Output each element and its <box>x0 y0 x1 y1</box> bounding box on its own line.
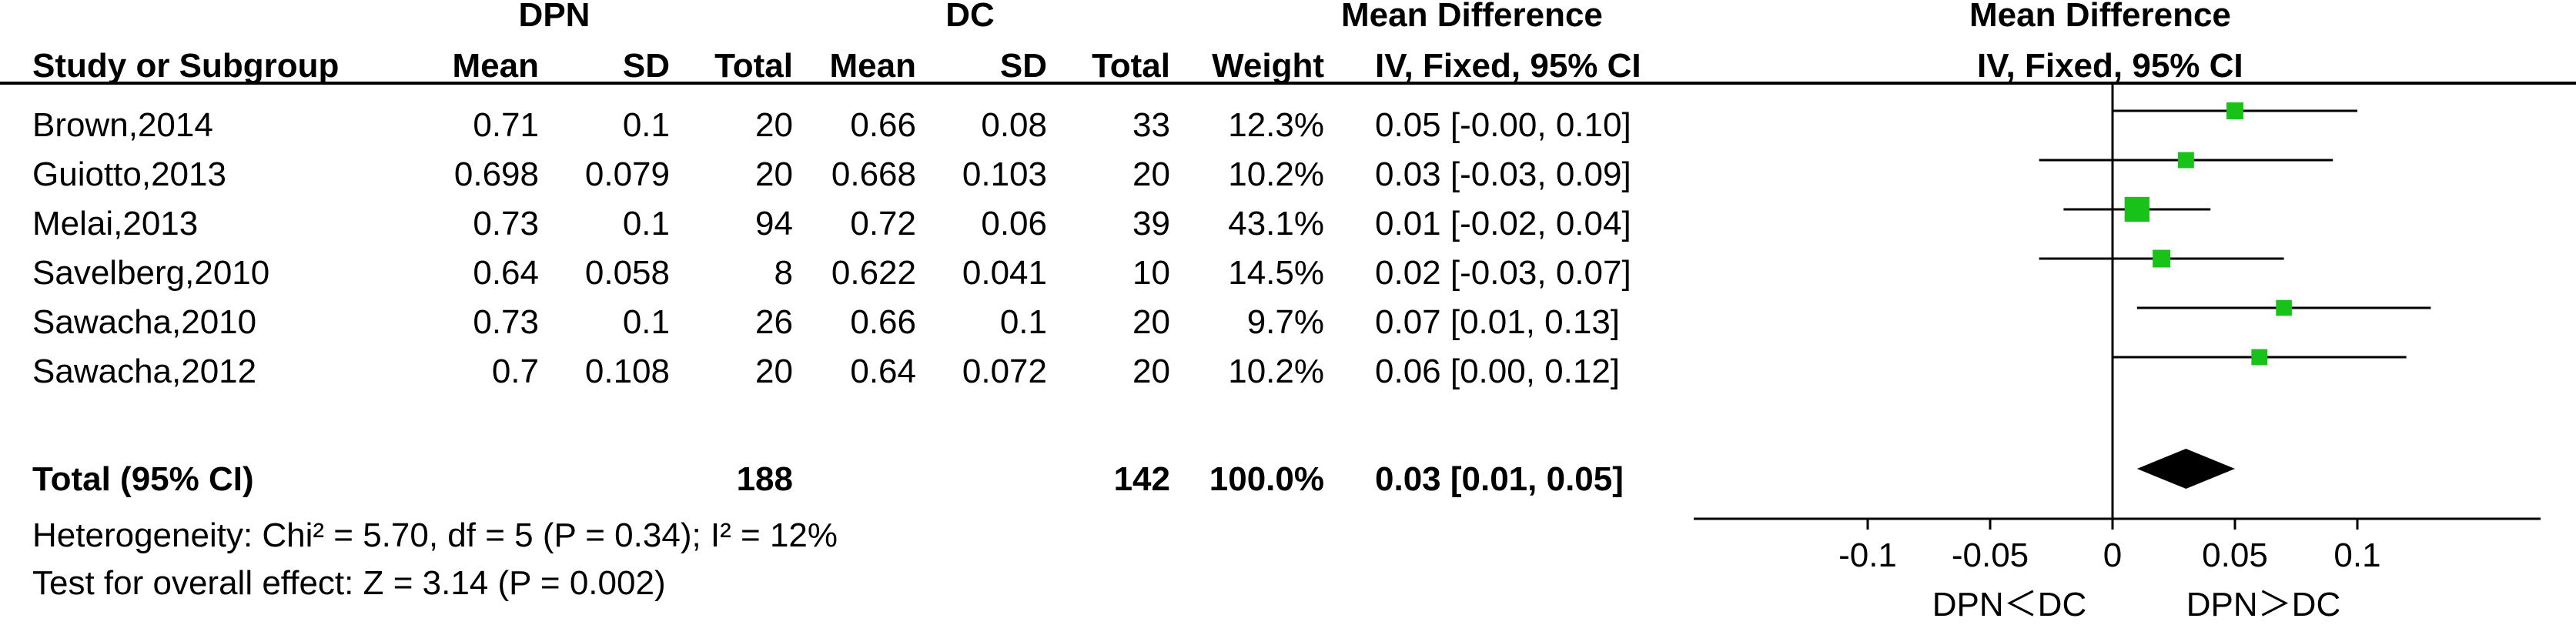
effect-square <box>2276 299 2292 316</box>
dpn-mean: 0.7 <box>491 353 539 390</box>
plot-method: IV, Fixed, 95% CI <box>1977 47 2243 85</box>
dpn-total: 20 <box>755 353 793 390</box>
dc-mean: 0.64 <box>850 353 916 390</box>
x-tick-label: 0 <box>2103 536 2122 574</box>
dc-total: 20 <box>1132 303 1170 341</box>
dc-sd: 0.103 <box>962 155 1047 193</box>
axis-right-label: DPN＞DC <box>2186 586 2341 623</box>
dc-mean: 0.72 <box>850 205 916 242</box>
dc-sd: 0.06 <box>981 205 1047 242</box>
effect-square <box>2153 249 2171 268</box>
col-dpn-mean: Mean <box>452 47 539 85</box>
pooled-diamond <box>2136 449 2235 489</box>
col-weight: Weight <box>1212 47 1324 85</box>
total-weight: 100.0% <box>1209 460 1324 498</box>
dc-mean: 0.66 <box>850 106 916 144</box>
study-name: Sawacha,2010 <box>32 303 257 341</box>
effect-square <box>2226 102 2243 119</box>
effect-square <box>2124 196 2149 222</box>
total-dpn: 188 <box>736 460 793 498</box>
study-name: Savelberg,2010 <box>32 254 270 292</box>
plot-title: Mean Difference <box>1969 0 2231 34</box>
weight: 14.5% <box>1228 254 1324 292</box>
col-method: IV, Fixed, 95% CI <box>1375 47 1641 85</box>
ci: 0.03 [-0.03, 0.09] <box>1375 155 1631 193</box>
col-dc-sd: SD <box>999 47 1047 85</box>
dpn-mean: 0.698 <box>453 155 539 193</box>
total-dc: 142 <box>1113 460 1170 498</box>
dc-sd: 0.041 <box>962 254 1047 292</box>
total-label: Total (95% CI) <box>32 460 254 498</box>
study-name: Sawacha,2012 <box>32 353 257 390</box>
study-name: Brown,2014 <box>32 106 213 144</box>
total-ci: 0.03 [0.01, 0.05] <box>1375 460 1624 498</box>
col-dpn-sd: SD <box>622 47 670 85</box>
dc-total: 10 <box>1132 254 1170 292</box>
header-dpn: DPN <box>518 0 590 34</box>
dpn-total: 20 <box>755 106 793 144</box>
dpn-mean: 0.73 <box>473 303 539 341</box>
header-dc: DC <box>945 0 995 34</box>
dpn-mean: 0.64 <box>473 254 539 292</box>
ci: 0.05 [-0.00, 0.10] <box>1375 106 1631 144</box>
dc-total: 33 <box>1132 106 1170 144</box>
col-dpn-total: Total <box>714 47 793 85</box>
dc-total: 39 <box>1132 205 1170 242</box>
dpn-total: 8 <box>774 254 793 292</box>
dpn-sd: 0.1 <box>622 106 670 144</box>
dc-sd: 0.08 <box>981 106 1047 144</box>
x-tick-label: -0.1 <box>1838 536 1897 574</box>
heterogeneity-text: Heterogeneity: Chi² = 5.70, df = 5 (P = … <box>32 516 838 554</box>
x-tick-label: -0.05 <box>1952 536 2029 574</box>
overall-effect-text: Test for overall effect: Z = 3.14 (P = 0… <box>32 564 666 602</box>
weight: 10.2% <box>1228 353 1324 390</box>
dc-mean: 0.66 <box>850 303 916 341</box>
dpn-sd: 0.108 <box>584 353 670 390</box>
weight: 9.7% <box>1246 303 1324 341</box>
x-tick-label: 0.05 <box>2202 536 2268 574</box>
dpn-total: 26 <box>755 303 793 341</box>
dpn-sd: 0.079 <box>584 155 670 193</box>
ci: 0.01 [-0.02, 0.04] <box>1375 205 1631 242</box>
col-study: Study or Subgroup <box>32 47 340 85</box>
ci: 0.06 [0.00, 0.12] <box>1375 353 1621 390</box>
ci: 0.07 [0.01, 0.13] <box>1375 303 1621 341</box>
dpn-mean: 0.73 <box>473 205 539 242</box>
weight: 10.2% <box>1228 155 1324 193</box>
study-name: Guiotto,2013 <box>32 155 226 193</box>
dpn-mean: 0.71 <box>473 106 539 144</box>
dc-sd: 0.072 <box>962 353 1047 390</box>
dc-total: 20 <box>1132 155 1170 193</box>
effect-square <box>2177 152 2194 169</box>
dc-mean: 0.622 <box>831 254 916 292</box>
header-divider <box>0 82 2576 85</box>
header-mean-difference: Mean Difference <box>1341 0 1603 34</box>
dpn-sd: 0.1 <box>622 205 670 242</box>
x-tick-label: 0.1 <box>2333 536 2380 574</box>
effect-square <box>2251 349 2268 366</box>
study-name: Melai,2013 <box>32 205 199 242</box>
dpn-sd: 0.058 <box>584 254 670 292</box>
col-dc-total: Total <box>1092 47 1170 85</box>
dpn-total: 20 <box>755 155 793 193</box>
weight: 43.1% <box>1228 205 1324 242</box>
dpn-total: 94 <box>755 205 793 242</box>
dc-total: 20 <box>1132 353 1170 390</box>
col-dc-mean: Mean <box>829 47 916 85</box>
dc-mean: 0.668 <box>831 155 916 193</box>
axis-left-label: DPN＜DC <box>1932 586 2087 623</box>
dpn-sd: 0.1 <box>622 303 670 341</box>
weight: 12.3% <box>1228 106 1324 144</box>
dc-sd: 0.1 <box>999 303 1047 341</box>
ci: 0.02 [-0.03, 0.07] <box>1375 254 1631 292</box>
